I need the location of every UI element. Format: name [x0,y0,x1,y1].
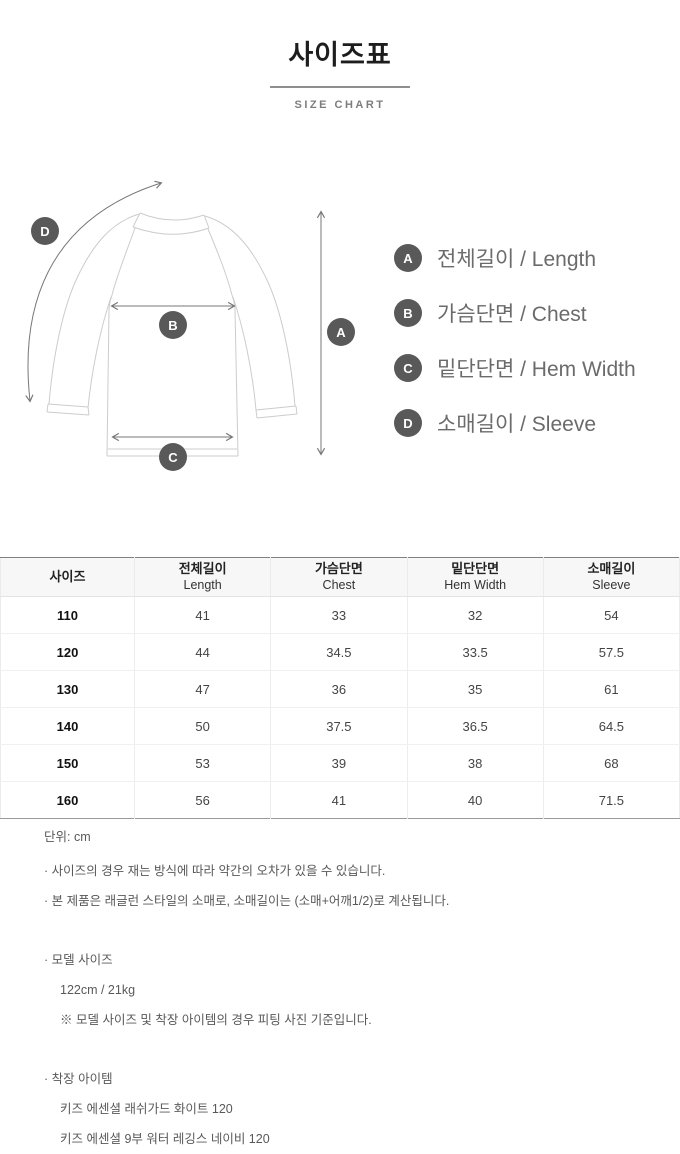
cell-chest: 39 [270,744,407,782]
cell-sleeve: 68 [542,744,680,782]
legend-item-sleeve: D 소매길이 / Sleeve [394,409,636,437]
legend-label-chest: 가슴단면 / Chest [437,303,587,326]
column-header-sleeve: 소매길이 Sleeve [542,557,680,597]
cell-hem: 38 [406,744,544,782]
model-size-value: 122cm / 21kg [60,983,136,997]
page-title: 사이즈표 [288,40,392,70]
caveat-note: · 사이즈의 경우 재는 방식에 따라 약간의 오차가 있을 수 있습니다. [44,864,386,878]
sleeve-arc-arrow [25,180,163,403]
measurement-arrows [25,180,326,456]
cell-sleeve: 71.5 [542,781,680,819]
cell-chest: 34.5 [270,633,407,671]
cell-chest: 37.5 [270,707,407,745]
cell-sleeve: 54 [542,596,680,634]
cell-hem: 36.5 [406,707,544,745]
size-notes: 단위: cm · 사이즈의 경우 재는 방식에 따라 약간의 오차가 있을 수 … [0,819,680,1154]
legend-item-hem-width: C 밑단단면 / Hem Width [394,354,636,382]
legend-badge-a: A [394,244,422,272]
outfit-item: 키즈 에센셜 9부 워터 레깅스 네이비 120 [60,1132,270,1146]
unit-note: 단위: cm [44,830,91,844]
cell-chest: 33 [270,596,407,634]
legend-label-sleeve: 소매길이 / Sleeve [437,413,596,436]
size-chart-header-section: 사이즈표 SIZE CHART [0,0,680,557]
legend-item-length: A 전체길이 / Length [394,244,636,272]
table-row: 130 47 36 35 61 [0,670,680,708]
legend-badge-d: D [394,409,422,437]
table-row: 160 56 41 40 71.5 [1,781,680,819]
legend-badge-c: C [394,354,422,382]
cell-size: 160 [56,792,79,808]
diagram-badge-length: A [327,318,355,346]
table-row: 110 41 33 32 54 [0,596,680,634]
cell-size: 130 [0,670,135,708]
table-row: 140 50 37.5 36.5 64.5 [0,707,680,745]
cell-length: 53 [133,744,271,782]
legend-label-hem-width: 밑단단면 / Hem Width [437,358,636,381]
cell-sleeve: 57.5 [542,633,680,671]
cell-size: 110 [0,596,135,634]
size-table: 사이즈 전체길이 Length 가슴단면 Chest 밑단단면 Hem Width 소… [0,557,680,819]
column-header-size: 사이즈 [0,557,135,597]
cell-hem: 35 [406,670,544,708]
outfit-heading: · 착장 아이템 [44,1072,113,1086]
model-size-heading: · 모델 사이즈 [44,953,113,967]
cell-length: 47 [133,670,271,708]
cell-size: 140 [0,707,135,745]
legend-item-chest: B 가슴단면 / Chest [394,299,636,327]
cell-chest: 41 [270,781,407,819]
table-row: 120 44 34.5 33.5 57.5 [0,633,680,671]
cell-length: 41 [133,596,271,634]
cell-length: 50 [133,707,271,745]
page-subtitle: SIZE CHART [294,99,386,111]
rashguard-measurement-diagram [25,180,326,457]
diagram-badge-hem: C [159,443,187,471]
cell-size: 150 [0,744,135,782]
column-header-hem-width: 밑단단면 Hem Width [406,557,544,597]
cell-hem: 32 [406,596,544,634]
cell-sleeve: 64.5 [542,707,680,745]
cell-sleeve: 61 [542,670,680,708]
cell-length: 44 [133,633,271,671]
cell-length: 56 [133,781,271,819]
model-size-caption: ※ 모델 사이즈 및 착장 아이템의 경우 피팅 사진 기준입니다. [60,1013,372,1027]
cell-chest: 36 [270,670,407,708]
caveat-note: · 본 제품은 래글런 스타일의 소매로, 소매길이는 (소매+어깨1/2)로 … [44,894,450,908]
legend-label-length: 전체길이 / Length [437,248,597,271]
cell-size: 120 [0,633,135,671]
cell-hem: 33.5 [406,633,544,671]
measurement-legend: A 전체길이 / Length B 가슴단면 / Chest C 밑단단면 / … [394,244,636,464]
column-header-chest: 가슴단면 Chest [270,557,407,597]
size-table-header-row: 사이즈 전체길이 Length 가슴단면 Chest 밑단단면 Hem Width 소… [0,557,680,597]
column-header-length: 전체길이 Length [133,557,271,597]
outfit-item: 키즈 에센셜 래쉬가드 화이트 120 [60,1102,233,1116]
cell-hem: 40 [406,781,544,819]
table-row: 150 53 39 38 68 [0,744,680,782]
diagram-badge-chest: B [159,311,187,339]
title-underline [270,86,410,88]
diagram-badge-sleeve: D [31,217,59,245]
legend-badge-b: B [394,299,422,327]
